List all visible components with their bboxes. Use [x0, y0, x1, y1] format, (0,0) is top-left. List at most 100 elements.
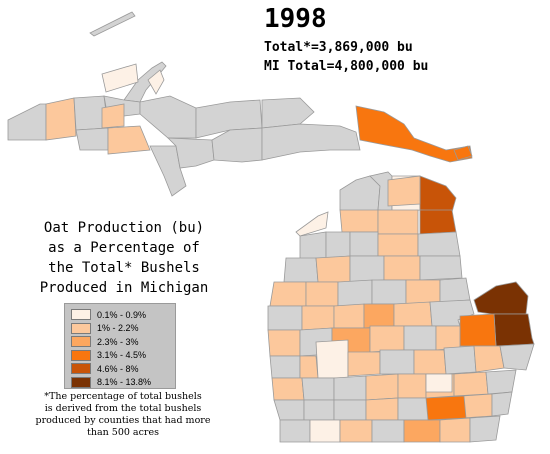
county-schoolcraft — [211, 127, 263, 163]
county-r5c5 — [403, 325, 437, 351]
county-r8c3 — [333, 399, 367, 421]
county-lansing-white — [425, 373, 453, 393]
county-isle-royale — [89, 11, 136, 37]
legend-label: 3.1% - 4.5% — [97, 350, 147, 360]
legend-label: 8.1% - 13.8% — [97, 377, 152, 387]
county-r3c1 — [269, 281, 307, 307]
county-alpena — [419, 209, 457, 235]
legend-label: 1% - 2.2% — [97, 323, 139, 333]
county-r4c5 — [393, 301, 433, 327]
legend-swatch — [71, 336, 91, 347]
county-r9c6 — [439, 417, 471, 443]
county-r7c4 — [365, 373, 399, 401]
county-ontonagon — [45, 97, 77, 141]
legend-swatch — [71, 376, 91, 388]
county-mackinac — [261, 123, 361, 161]
footnote-line-3: produced by counties that had more — [35, 415, 211, 426]
county-genesee-orange — [425, 395, 467, 421]
county-r7c2 — [301, 377, 335, 401]
year-title: 1998 — [264, 4, 327, 34]
county-r9c3 — [339, 419, 373, 443]
county-r7c1 — [271, 377, 305, 401]
county-r2c1 — [283, 257, 319, 283]
county-r7c8 — [485, 369, 517, 395]
legend-swatch — [71, 349, 91, 361]
county-r8c7 — [461, 393, 493, 419]
county-r7c5 — [397, 373, 427, 399]
county-gogebic — [7, 103, 47, 141]
footnote-line-2: is derived from the total bushels — [44, 403, 202, 414]
county-r4c3 — [333, 303, 365, 329]
county-r3c6 — [439, 277, 471, 303]
county-r1c5 — [417, 231, 461, 257]
legend-item: 4.6% - 8% — [71, 362, 175, 375]
county-r6c1 — [269, 355, 301, 379]
county-r7c7 — [453, 371, 489, 397]
county-r1c3 — [349, 231, 379, 257]
title-line-2: as a Percentage of — [48, 240, 200, 256]
county-r8c8 — [491, 391, 513, 417]
county-r6c4 — [347, 351, 381, 377]
county-r2c4 — [383, 255, 421, 281]
mi-total-line: MI Total=4,800,000 bu — [264, 59, 429, 74]
county-r6c9 — [499, 343, 535, 371]
county-r3c5 — [405, 279, 441, 305]
county-r7c3 — [333, 375, 367, 401]
county-chippewa[interactable] — [355, 105, 473, 163]
footnote: *The percentage of total bushels is deri… — [10, 391, 236, 439]
footnote-line-4: than 500 acres — [87, 427, 159, 438]
county-r6c7 — [443, 345, 477, 375]
county-r6c8 — [473, 345, 505, 373]
legend-item: 3.1% - 4.5% — [71, 349, 175, 362]
county-r2c3 — [349, 255, 385, 283]
legend: 0.1% - 0.9% 1% - 2.2% 2.3% - 3% 3.1% - 4… — [64, 303, 176, 389]
county-keweenaw — [123, 61, 167, 103]
footnote-line-1: *The percentage of total bushels — [44, 391, 202, 402]
county-r5c1 — [267, 329, 301, 357]
county-charlevoix — [339, 209, 379, 233]
county-r6c2 — [299, 355, 319, 379]
county-iosco — [387, 175, 421, 207]
county-r6c5 — [379, 349, 415, 375]
legend-label: 0.1% - 0.9% — [97, 309, 147, 320]
legend-item: 1% - 2.2% — [71, 322, 175, 335]
county-r8c5 — [397, 397, 431, 421]
legend-item: 2.3% - 3% — [71, 335, 175, 348]
county-leelanau — [295, 211, 329, 237]
legend-label: 2.3% - 3% — [97, 336, 139, 347]
county-r4c2 — [301, 305, 335, 331]
legend-item: 8.1% - 13.8% — [71, 376, 175, 389]
county-thumb-tuscola — [459, 313, 497, 347]
county-r3c2 — [305, 281, 339, 307]
county-gladwin-area — [101, 103, 125, 129]
title-line-1: Oat Production (bu) — [43, 220, 205, 236]
county-r9c7 — [469, 415, 501, 443]
county-thumb-sanilac — [493, 313, 535, 347]
legend-item: 0.1% - 0.9% — [71, 308, 175, 321]
county-r3c3 — [337, 279, 373, 307]
county-r2c5 — [419, 255, 463, 281]
county-r8c1 — [273, 399, 305, 421]
county-r3c4 — [371, 279, 407, 305]
county-r6c3 — [315, 339, 349, 379]
legend-swatch — [71, 309, 91, 320]
county-r9c2 — [309, 419, 341, 443]
county-r1c4 — [377, 233, 419, 257]
county-r5c4 — [369, 325, 405, 353]
county-r8c4 — [365, 397, 399, 421]
county-thumb-huron — [473, 281, 529, 315]
county-luce — [261, 97, 315, 129]
county-iron — [75, 127, 109, 151]
county-r6c6 — [413, 349, 447, 375]
legend-swatch — [71, 363, 91, 374]
county-marquette — [139, 95, 197, 139]
county-r9c1 — [279, 419, 311, 443]
title-line-4: Produced in Michigan — [39, 280, 209, 296]
county-r2c2 — [315, 255, 351, 283]
county-r4c4 — [363, 303, 395, 329]
county-r9c5 — [403, 419, 441, 443]
county-r4c1 — [267, 305, 303, 331]
county-r8c2 — [303, 399, 335, 421]
legend-swatch — [71, 322, 91, 334]
